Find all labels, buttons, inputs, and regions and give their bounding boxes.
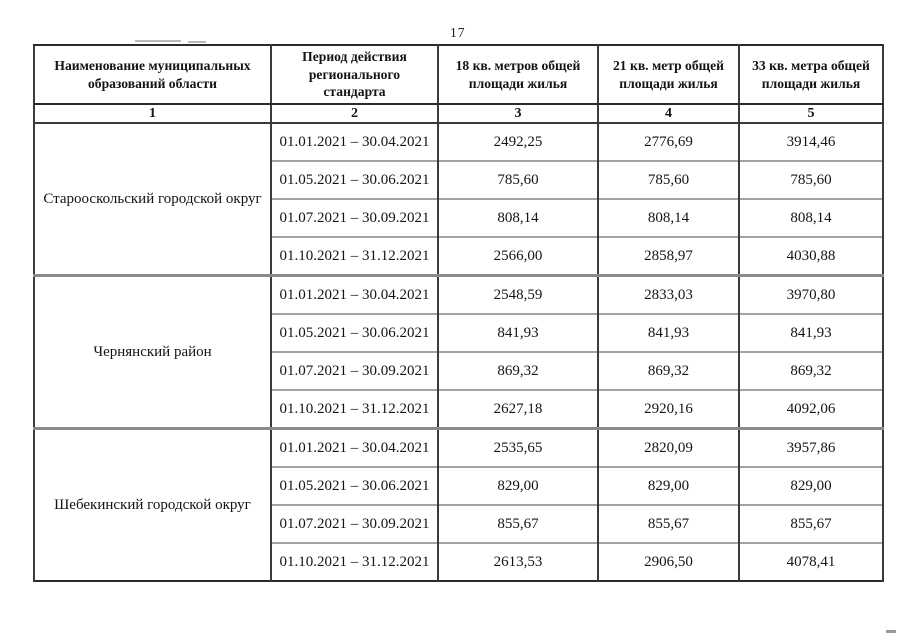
- period-cell: 01.05.2021 – 30.06.2021: [270, 466, 439, 505]
- group-name-cell: Старооскольский городской округ: [33, 123, 272, 276]
- table-row: Чернянский район 01.01.2021 – 30.04.2021…: [33, 274, 884, 429]
- table-row: 01.05.2021 – 30.06.2021 829,00 829,00 82…: [34, 466, 884, 505]
- value-cell: 869,32: [437, 351, 599, 390]
- scan-artifact: [188, 41, 206, 43]
- value-cell: 2858,97: [597, 236, 740, 276]
- value-cell: 869,32: [597, 351, 740, 390]
- header-cell-33sqm: 33 кв. метра общей площади жилья: [738, 44, 884, 105]
- table-header-row: Наименование муниципальных образований о…: [33, 44, 884, 105]
- group-name-cell: Шебекинский городской округ: [33, 427, 272, 581]
- value-cell: 785,60: [437, 160, 599, 199]
- period-cell: 01.10.2021 – 31.12.2021: [270, 236, 439, 276]
- value-cell: 841,93: [437, 313, 599, 352]
- regional-standard-table: Наименование муниципальных образований о…: [33, 44, 884, 582]
- value-cell: 808,14: [597, 198, 740, 237]
- scan-artifact: [886, 630, 896, 633]
- header-cell-18sqm: 18 кв. метров общей площади жилья: [437, 44, 599, 105]
- value-cell: 2492,25: [437, 123, 599, 161]
- value-cell: 2906,50: [597, 542, 740, 581]
- table-row: 01.07.2021 – 30.09.2021 855,67 855,67 85…: [34, 504, 884, 543]
- column-number-cell: 1: [33, 104, 272, 124]
- column-number-row: 1 2 3 4 5: [33, 104, 884, 124]
- value-cell: 2566,00: [437, 236, 599, 276]
- column-number-cell: 2: [270, 104, 439, 124]
- column-number-cell: 4: [597, 104, 740, 124]
- value-cell: 2833,03: [597, 274, 740, 314]
- value-cell: 855,67: [597, 504, 740, 543]
- table-row: 01.10.2021 – 31.12.2021 2613,53 2906,50 …: [34, 542, 884, 581]
- value-cell: 2820,09: [597, 427, 740, 467]
- period-cell: 01.05.2021 – 30.06.2021: [270, 313, 439, 352]
- group-name-cell: Чернянский район: [33, 274, 272, 429]
- value-cell: 855,67: [437, 504, 599, 543]
- table-row: Шебекинский городской округ 01.01.2021 –…: [33, 427, 884, 581]
- value-cell: 3970,80: [738, 274, 884, 314]
- value-cell: 3957,86: [738, 427, 884, 467]
- value-cell: 3914,46: [738, 123, 884, 161]
- header-cell-21sqm: 21 кв. метр общей площади жилья: [597, 44, 740, 105]
- value-cell: 2627,18: [437, 389, 599, 429]
- period-cell: 01.01.2021 – 30.04.2021: [270, 274, 439, 314]
- column-number-cell: 5: [738, 104, 884, 124]
- table-row: 01.05.2021 – 30.06.2021 785,60 785,60 78…: [34, 160, 884, 199]
- header-cell-period: Период действия регионального стандарта: [270, 44, 439, 105]
- value-cell: 2535,65: [437, 427, 599, 467]
- column-number-cell: 3: [437, 104, 599, 124]
- table-row: 01.10.2021 – 31.12.2021 2627,18 2920,16 …: [34, 389, 884, 429]
- table-row: 01.10.2021 – 31.12.2021 2566,00 2858,97 …: [34, 236, 884, 276]
- period-cell: 01.07.2021 – 30.09.2021: [270, 198, 439, 237]
- table-row: Старооскольский городской округ 01.01.20…: [33, 123, 884, 276]
- value-cell: 829,00: [437, 466, 599, 505]
- period-cell: 01.07.2021 – 30.09.2021: [270, 504, 439, 543]
- period-cell: 01.01.2021 – 30.04.2021: [270, 123, 439, 161]
- period-cell: 01.10.2021 – 31.12.2021: [270, 389, 439, 429]
- table-row: 01.05.2021 – 30.06.2021 841,93 841,93 84…: [34, 313, 884, 352]
- header-cell-municipality: Наименование муниципальных образований о…: [33, 44, 272, 105]
- value-cell: 4092,06: [738, 389, 884, 429]
- value-cell: 829,00: [597, 466, 740, 505]
- page-number: 17: [450, 25, 466, 40]
- table-row: 01.07.2021 – 30.09.2021 808,14 808,14 80…: [34, 198, 884, 237]
- period-cell: 01.05.2021 – 30.06.2021: [270, 160, 439, 199]
- value-cell: 808,14: [738, 198, 884, 237]
- value-cell: 4078,41: [738, 542, 884, 581]
- value-cell: 2776,69: [597, 123, 740, 161]
- table-row: 01.07.2021 – 30.09.2021 869,32 869,32 86…: [34, 351, 884, 390]
- period-cell: 01.01.2021 – 30.04.2021: [270, 427, 439, 467]
- value-cell: 785,60: [738, 160, 884, 199]
- value-cell: 855,67: [738, 504, 884, 543]
- value-cell: 785,60: [597, 160, 740, 199]
- period-cell: 01.10.2021 – 31.12.2021: [270, 542, 439, 581]
- value-cell: 808,14: [437, 198, 599, 237]
- value-cell: 2548,59: [437, 274, 599, 314]
- period-cell: 01.07.2021 – 30.09.2021: [270, 351, 439, 390]
- value-cell: 2920,16: [597, 389, 740, 429]
- value-cell: 841,93: [597, 313, 740, 352]
- value-cell: 841,93: [738, 313, 884, 352]
- value-cell: 2613,53: [437, 542, 599, 581]
- value-cell: 4030,88: [738, 236, 884, 276]
- value-cell: 829,00: [738, 466, 884, 505]
- scan-artifact: [135, 40, 181, 42]
- value-cell: 869,32: [738, 351, 884, 390]
